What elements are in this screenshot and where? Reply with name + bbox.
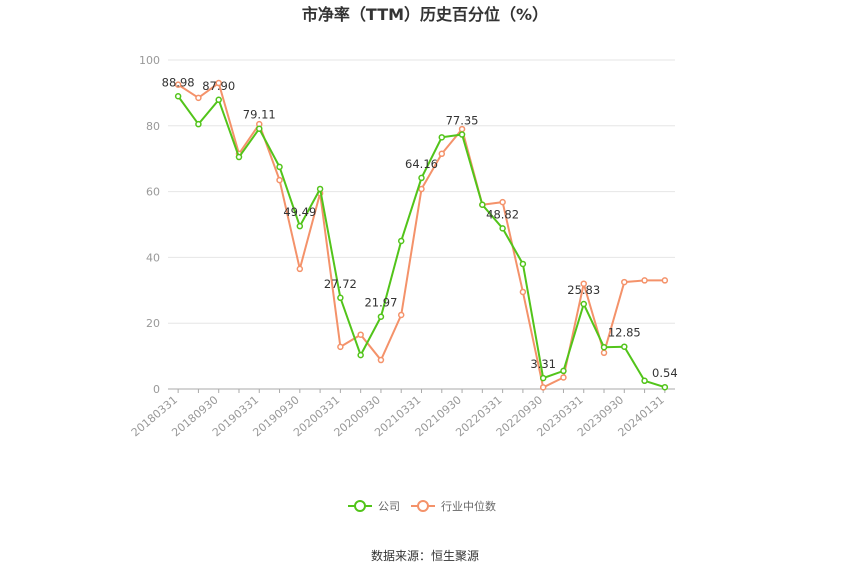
data-point[interactable] <box>600 343 608 351</box>
data-label: 12.85 <box>608 326 641 340</box>
legend-item-industry-median[interactable]: 行业中位数 <box>411 499 496 513</box>
data-point[interactable] <box>560 374 567 381</box>
data-point[interactable] <box>215 96 222 104</box>
data-labels: 88.98 87.90 79.11 49.49 27.72 21.97 64.16 77.35… <box>162 75 678 380</box>
y-tick-label: 100 <box>139 54 160 67</box>
data-point[interactable] <box>316 185 324 193</box>
legend-marker <box>417 500 429 512</box>
data-point[interactable] <box>195 120 202 128</box>
data-point[interactable] <box>621 343 628 350</box>
data-point[interactable] <box>235 153 243 161</box>
legend-label: 行业中位数 <box>441 499 496 513</box>
data-label: 64.16 <box>405 157 438 171</box>
data-point[interactable] <box>215 79 222 87</box>
data-point[interactable] <box>458 131 466 138</box>
data-point[interactable] <box>560 367 567 375</box>
chart-title: 市净率（TTM）历史百分位（%） <box>302 5 548 24</box>
data-point[interactable] <box>418 185 425 193</box>
data-label: 87.90 <box>202 79 235 93</box>
series-line <box>177 81 665 389</box>
data-point[interactable] <box>357 351 364 359</box>
y-axis: 0 20 40 60 80 100 <box>139 54 160 396</box>
y-tick-label: 60 <box>146 186 160 199</box>
data-point[interactable] <box>418 174 425 182</box>
data-point[interactable] <box>600 349 608 357</box>
data-point[interactable] <box>296 222 304 230</box>
series-group <box>174 79 669 391</box>
data-point[interactable] <box>519 288 527 296</box>
data-point[interactable] <box>296 265 304 273</box>
data-point[interactable] <box>337 294 344 302</box>
data-label: 0.54 <box>652 366 678 380</box>
legend-item-company[interactable]: 公司 <box>348 500 400 513</box>
series-company <box>174 93 669 391</box>
data-point[interactable] <box>539 374 547 382</box>
data-point[interactable] <box>337 343 344 351</box>
data-point[interactable] <box>580 300 587 308</box>
data-label: 88.98 <box>162 75 195 89</box>
data-label: 3.31 <box>530 357 556 371</box>
data-label: 27.72 <box>324 277 357 291</box>
data-point[interactable] <box>641 377 648 385</box>
data-point[interactable] <box>174 81 182 88</box>
data-label: 77.35 <box>446 114 479 128</box>
data-point[interactable] <box>661 383 669 391</box>
data-point[interactable] <box>438 150 446 158</box>
y-tick-label: 40 <box>146 251 160 264</box>
y-tick-label: 20 <box>146 317 160 330</box>
y-tick-label: 80 <box>146 120 160 133</box>
data-point[interactable] <box>256 125 263 132</box>
data-point[interactable] <box>174 93 182 100</box>
data-point[interactable] <box>641 277 648 284</box>
data-point[interactable] <box>276 176 283 184</box>
data-label: 21.97 <box>364 296 397 310</box>
data-point[interactable] <box>539 384 547 391</box>
x-axis: 2018033120180930201903312019093020200331… <box>129 388 675 439</box>
y-tick-label: 0 <box>153 383 160 396</box>
data-point[interactable] <box>397 311 405 319</box>
series-line <box>177 95 666 389</box>
data-point[interactable] <box>580 280 587 287</box>
data-source: 数据来源：恒生聚源 <box>371 548 479 563</box>
data-point[interactable] <box>195 94 202 102</box>
data-label: 25.83 <box>567 283 600 297</box>
data-label: 48.82 <box>486 207 519 221</box>
data-point[interactable] <box>377 356 385 364</box>
series-industry-median <box>174 79 669 391</box>
data-point[interactable] <box>499 225 506 232</box>
legend-label: 公司 <box>378 500 400 513</box>
legend-marker <box>354 500 366 512</box>
legend[interactable]: 公司 行业中位数 <box>348 499 496 513</box>
data-point[interactable] <box>479 201 486 209</box>
data-point[interactable] <box>499 198 506 206</box>
data-point[interactable] <box>661 277 669 284</box>
data-point[interactable] <box>377 313 385 320</box>
data-label: 49.49 <box>283 205 316 219</box>
data-point[interactable] <box>357 331 364 338</box>
data-point[interactable] <box>397 237 405 245</box>
data-point[interactable] <box>276 163 283 171</box>
data-point[interactable] <box>621 278 628 286</box>
data-point[interactable] <box>438 134 446 141</box>
data-point[interactable] <box>519 260 527 268</box>
data-label: 79.11 <box>243 108 276 122</box>
